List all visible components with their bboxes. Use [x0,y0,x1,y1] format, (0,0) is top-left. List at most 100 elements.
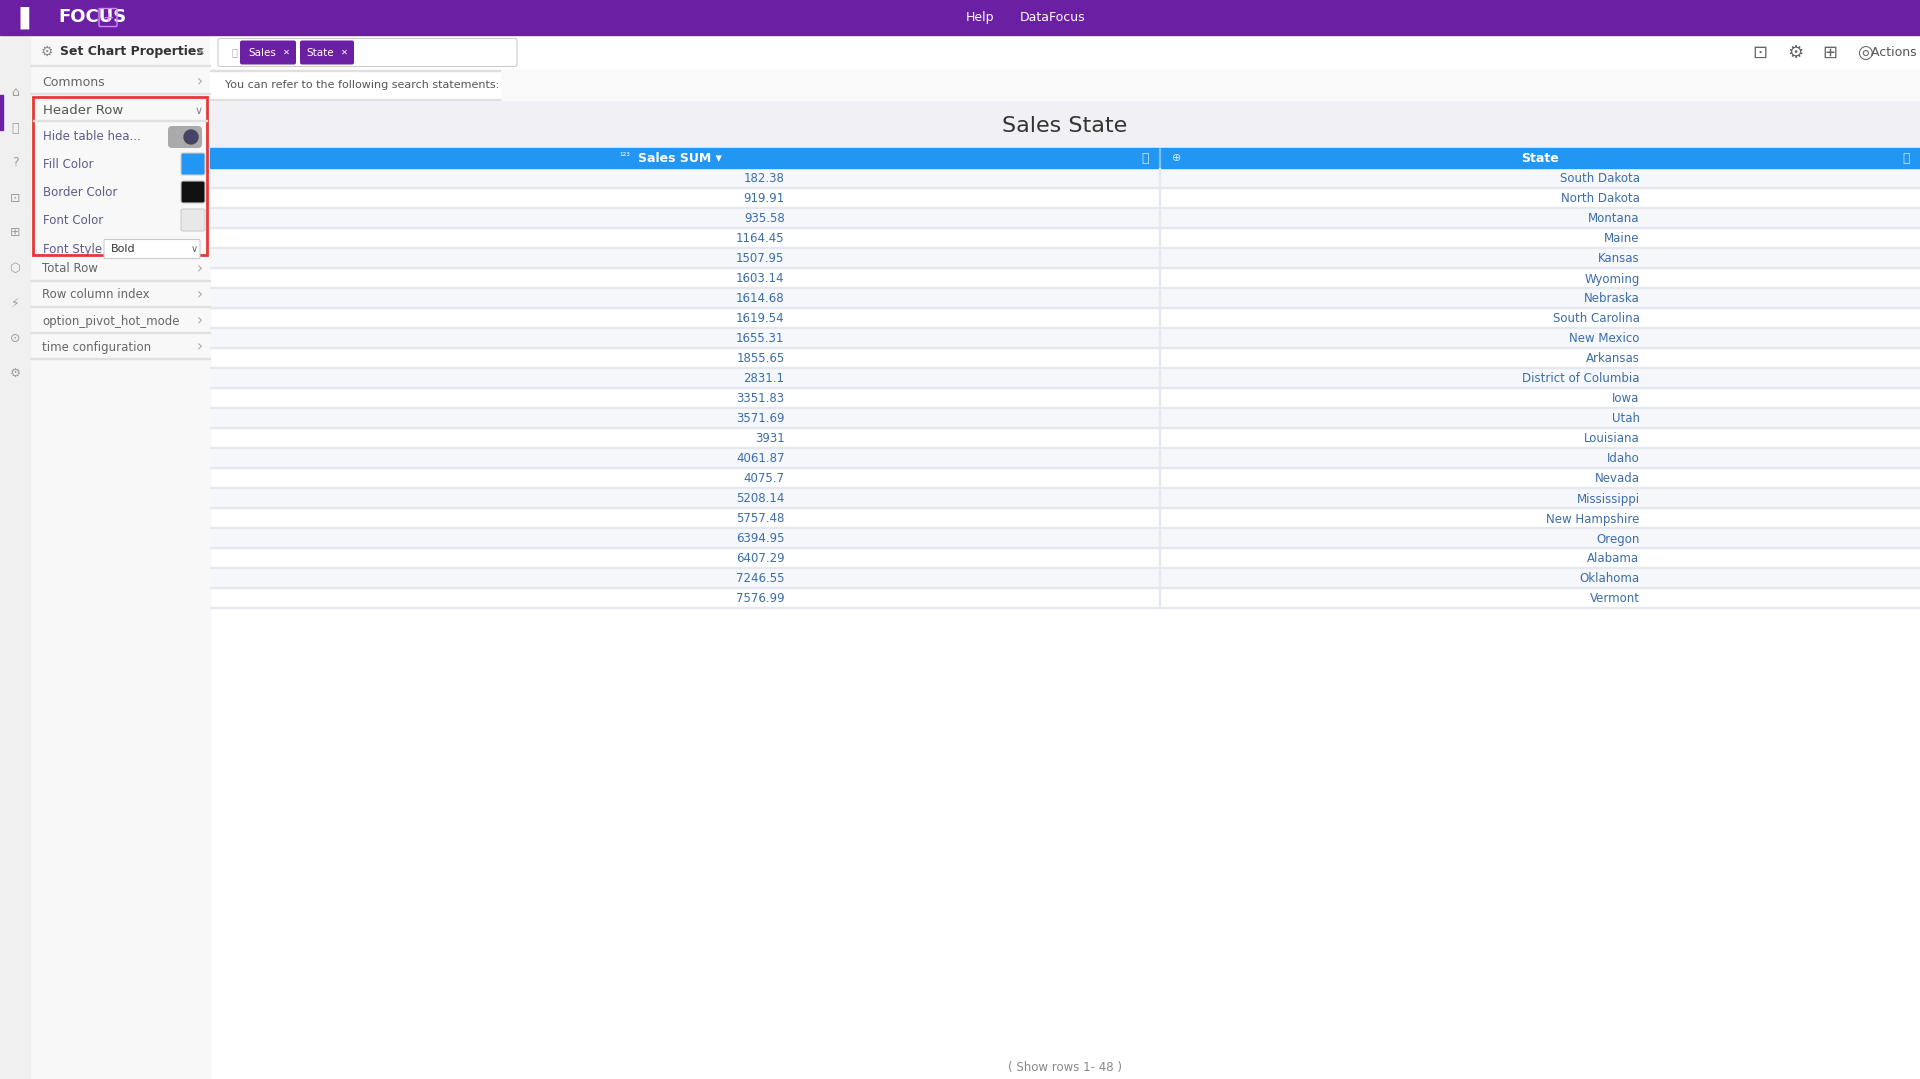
Text: Hide table hea...: Hide table hea... [42,131,140,144]
Text: 2831.1: 2831.1 [743,372,785,385]
Text: Border Color: Border Color [42,187,117,200]
Text: Oregon: Oregon [1596,533,1640,546]
Text: ⓘ: ⓘ [1140,151,1148,164]
Text: 1855.65: 1855.65 [735,353,785,366]
Text: Mississippi: Mississippi [1576,492,1640,505]
Bar [209,388,1920,408]
Text: Wyoming: Wyoming [1584,273,1640,286]
Bar [0,35,31,1079]
Text: Kansas: Kansas [1597,252,1640,265]
Text: ›: › [198,74,204,90]
Text: Maine: Maine [1603,232,1640,246]
Text: Montana: Montana [1588,213,1640,226]
Bar [209,328,1920,349]
FancyBboxPatch shape [180,153,205,175]
Bar [209,448,1920,468]
FancyBboxPatch shape [33,97,207,255]
Text: 1614.68: 1614.68 [735,292,785,305]
Text: 1603.14: 1603.14 [735,273,785,286]
Bar [209,248,1920,268]
Text: ✕: ✕ [340,47,348,57]
Text: FOCUS: FOCUS [58,9,127,27]
Text: Arkansas: Arkansas [1586,353,1640,366]
Bar [0,95,4,129]
Bar [0,0,1920,35]
Bar [209,568,1920,588]
Text: 7576.99: 7576.99 [735,592,785,605]
Text: 🔍: 🔍 [232,47,238,57]
Text: ⊡: ⊡ [10,191,21,205]
Text: 3571.69: 3571.69 [735,412,785,425]
Text: 182.38: 182.38 [743,173,785,186]
Text: ›: › [198,261,204,276]
Text: ⚡: ⚡ [12,297,19,310]
Text: 5208.14: 5208.14 [735,492,785,505]
Text: ( Show rows 1- 48 ): ( Show rows 1- 48 ) [1008,1062,1121,1075]
Text: Header Row: Header Row [42,105,123,118]
Text: ?: ? [12,156,19,169]
Text: ⚙: ⚙ [1788,43,1803,62]
Text: 3931: 3931 [755,433,785,446]
Text: Actions ∨: Actions ∨ [1870,46,1920,59]
Text: State: State [1521,151,1559,164]
Text: Vermont: Vermont [1590,592,1640,605]
Bar [209,70,1920,100]
Text: North Dakota: North Dakota [1561,192,1640,205]
Text: DataFocus: DataFocus [1020,11,1085,24]
Text: New Hampshire: New Hampshire [1546,513,1640,525]
Text: Fill Color: Fill Color [42,159,94,172]
FancyBboxPatch shape [219,39,516,67]
Text: ✕: ✕ [196,47,205,57]
Bar [209,188,1920,208]
Text: Total Row: Total Row [42,262,98,275]
FancyBboxPatch shape [180,181,205,203]
Text: 935.58: 935.58 [743,213,785,226]
Text: 6394.95: 6394.95 [735,533,785,546]
Text: Sales SUM ▾: Sales SUM ▾ [637,151,722,164]
Text: 4061.87: 4061.87 [735,452,785,465]
Bar [209,528,1920,548]
Text: ⌕: ⌕ [12,122,19,135]
Bar [209,228,1920,248]
Text: ✕: ✕ [282,47,290,57]
Text: District of Columbia: District of Columbia [1523,372,1640,385]
Text: Nevada: Nevada [1594,473,1640,486]
Text: Set Chart Properties: Set Chart Properties [60,45,204,58]
Text: option_pivot_hot_mode: option_pivot_hot_mode [42,314,179,328]
Text: ⊙: ⊙ [10,331,21,344]
Text: New Mexico: New Mexico [1569,332,1640,345]
Text: Help: Help [966,11,995,24]
Text: ⌂: ⌂ [12,86,19,99]
Text: ⚙: ⚙ [40,45,54,59]
Text: Utah: Utah [1611,412,1640,425]
FancyBboxPatch shape [104,240,200,259]
Text: Sales: Sales [248,47,276,57]
Bar [209,428,1920,448]
Text: Idaho: Idaho [1607,452,1640,465]
Text: 6407.29: 6407.29 [735,552,785,565]
Text: ›: › [198,340,204,355]
Bar [209,268,1920,288]
Text: ⊞: ⊞ [1822,43,1837,62]
Text: 7246.55: 7246.55 [735,573,785,586]
Bar [209,148,1920,1079]
Text: ◎: ◎ [1857,43,1872,62]
Text: ›: › [198,287,204,302]
Bar [209,588,1920,607]
FancyBboxPatch shape [169,126,202,148]
Text: Nebraska: Nebraska [1584,292,1640,305]
Text: time configuration: time configuration [42,341,152,354]
Text: 1655.31: 1655.31 [735,332,785,345]
Text: Sales State: Sales State [1002,117,1127,136]
Text: 4075.7: 4075.7 [743,473,785,486]
Text: Commons: Commons [42,76,104,88]
Bar [209,208,1920,228]
Text: ⊕: ⊕ [1173,153,1181,163]
Circle shape [184,129,198,144]
Text: 1507.95: 1507.95 [735,252,785,265]
Text: ▐: ▐ [12,6,29,29]
Text: +: + [102,11,113,25]
Text: ∨: ∨ [196,106,204,117]
Bar [209,148,1920,168]
Bar [209,408,1920,428]
